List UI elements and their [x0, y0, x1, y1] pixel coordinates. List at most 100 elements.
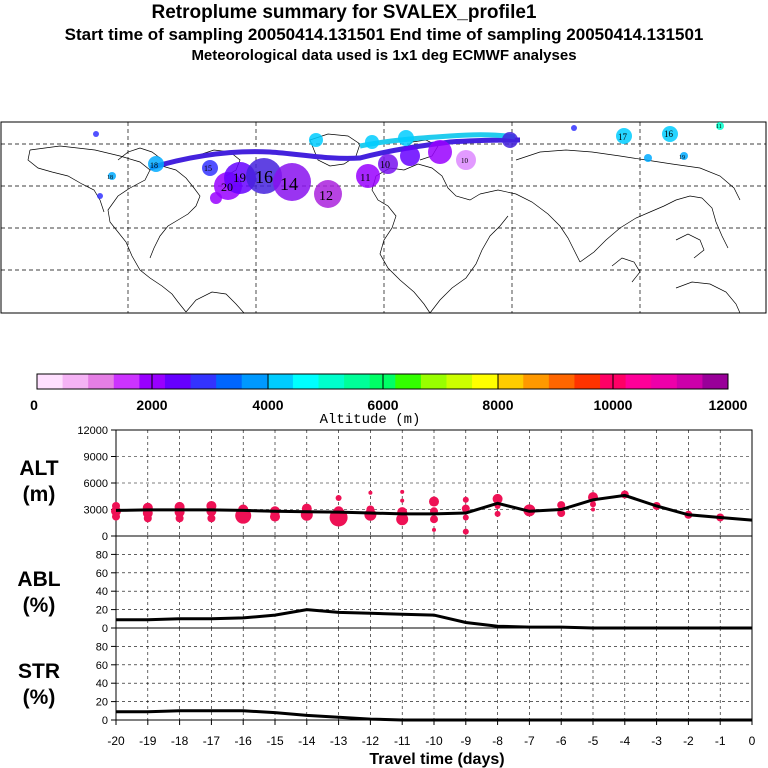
- cluster-e: [502, 132, 518, 148]
- altitude-marker: [492, 493, 503, 504]
- y-tick-label: 9000: [84, 452, 108, 464]
- colorbar-segment: [62, 374, 89, 389]
- map-panel: 20 19 16 14 12 11 10 17 16 11 18 19 10 1…: [0, 121, 767, 314]
- colorbar-segment: [395, 374, 422, 389]
- cluster-8: [428, 140, 452, 164]
- cluster-10a: [378, 154, 398, 174]
- x-tick-label: -11: [394, 734, 411, 748]
- colorbar-segment: [625, 374, 652, 389]
- colorbar-segment: [241, 374, 268, 389]
- colorbar-segment: [164, 374, 192, 389]
- y-tick-label: 60: [96, 660, 108, 672]
- x-tick-label: -16: [235, 734, 253, 748]
- x-tick-label: -18: [171, 734, 189, 748]
- colorbar-segment: [497, 374, 524, 389]
- cluster-f: [571, 125, 577, 131]
- cluster-15: [202, 160, 218, 176]
- colorbar-segment: [446, 374, 473, 389]
- cluster-a: [309, 133, 323, 147]
- altitude-marker: [557, 501, 566, 510]
- cluster-label: 15: [204, 164, 212, 173]
- x-tick-label: -10: [425, 734, 443, 748]
- cluster-label: 18: [107, 175, 113, 181]
- cluster-label: 16: [255, 167, 273, 187]
- cluster-14: [273, 163, 311, 201]
- altitude-marker: [432, 527, 436, 532]
- y-tick-label: 80: [96, 549, 108, 561]
- altitude-marker: [462, 496, 469, 503]
- colorbar-label: Altitude (m): [320, 412, 421, 428]
- altitude-marker: [461, 504, 470, 513]
- colorbar-segment: [574, 374, 601, 389]
- cluster-18: [148, 156, 164, 172]
- cluster-b: [365, 135, 379, 149]
- colorbar-segment: [292, 374, 320, 389]
- y-tick-label: 12000: [77, 425, 108, 437]
- colorbar-segment: [216, 374, 243, 389]
- altitude-colorbar: [36, 373, 729, 390]
- x-tick-label: -1: [715, 734, 726, 748]
- cluster-h: [108, 172, 116, 180]
- cluster-d: [644, 154, 652, 162]
- altitude-marker: [368, 490, 373, 495]
- y-tick-label: 20: [96, 605, 108, 617]
- sampling-times: Start time of sampling 20050414.131501 E…: [64, 25, 704, 44]
- y-tick-label: 20: [96, 697, 108, 709]
- cluster-11b: [716, 122, 724, 130]
- altitude-marker: [462, 528, 469, 535]
- cluster-label: 16: [664, 129, 674, 139]
- meteo-source: Meteorological data used is 1x1 deg ECMW…: [191, 47, 577, 64]
- cluster-g: [93, 131, 99, 137]
- y-axis-label: (m): [23, 483, 56, 506]
- x-tick-label: -2: [683, 734, 694, 748]
- cluster-label: 11: [360, 172, 371, 184]
- y-tick-label: 0: [102, 531, 108, 543]
- series-line-abl: [116, 608, 752, 630]
- cluster-label: 11: [716, 124, 722, 130]
- colorbar-segment: [702, 374, 729, 389]
- x-tick-label: -5: [588, 734, 599, 748]
- y-tick-label: 0: [102, 715, 108, 727]
- x-axis-label: Travel time (days): [369, 751, 504, 768]
- altitude-marker: [494, 510, 501, 517]
- x-tick-label: -15: [266, 734, 284, 748]
- cluster-label: 17: [618, 132, 628, 142]
- x-axis: -20 -19 -18 -17 -16 -15 -14 -13 -12 -11 -10 -9 -8 -7-…: [107, 720, 756, 768]
- altitude-marker: [400, 489, 405, 494]
- cluster-label: 19: [233, 170, 246, 185]
- x-tick-label: -17: [203, 734, 221, 748]
- cluster-19b: [680, 152, 688, 160]
- panel-str: 0 20 40 60 80 STR (%): [18, 627, 753, 727]
- colorbar-segment: [344, 374, 371, 389]
- cluster-17: [616, 128, 632, 144]
- altitude-marker: [364, 508, 377, 521]
- y-tick-label: 6000: [84, 478, 108, 490]
- x-tick-label: -19: [139, 734, 157, 748]
- map-clusters: [93, 122, 724, 208]
- colorbar-tick: 10000: [594, 397, 633, 413]
- x-tick-label: 0: [749, 734, 756, 748]
- colorbar-segment: [37, 374, 64, 389]
- x-tick-label: -20: [107, 734, 125, 748]
- colorbar-tick: 6000: [367, 397, 398, 413]
- cluster-j: [97, 193, 103, 199]
- panel-alt: 0 3000 6000 9000 12000 ALT (m): [19, 425, 753, 543]
- altitude-marker: [400, 498, 405, 503]
- trajectory-light: [359, 132, 516, 149]
- cluster-labels: 20 19 16 14 12 11 10 17 16 11 18 19 10 1…: [107, 124, 722, 204]
- colorbar-segment: [113, 374, 140, 389]
- altitude-marker: [396, 513, 409, 526]
- y-tick-label: 40: [96, 678, 108, 690]
- cluster-c: [398, 130, 414, 146]
- cluster-label: 12: [319, 189, 333, 204]
- cluster-10b: [456, 150, 476, 170]
- cluster-label: 20: [221, 180, 233, 194]
- colorbar-segment: [651, 374, 678, 389]
- altitude-marker: [175, 514, 184, 523]
- colorbar-segment: [472, 374, 499, 389]
- cluster-label: 10: [461, 157, 469, 165]
- colorbar-segment: [318, 374, 345, 389]
- cluster-label: 14: [280, 174, 298, 194]
- cluster-12: [314, 180, 342, 208]
